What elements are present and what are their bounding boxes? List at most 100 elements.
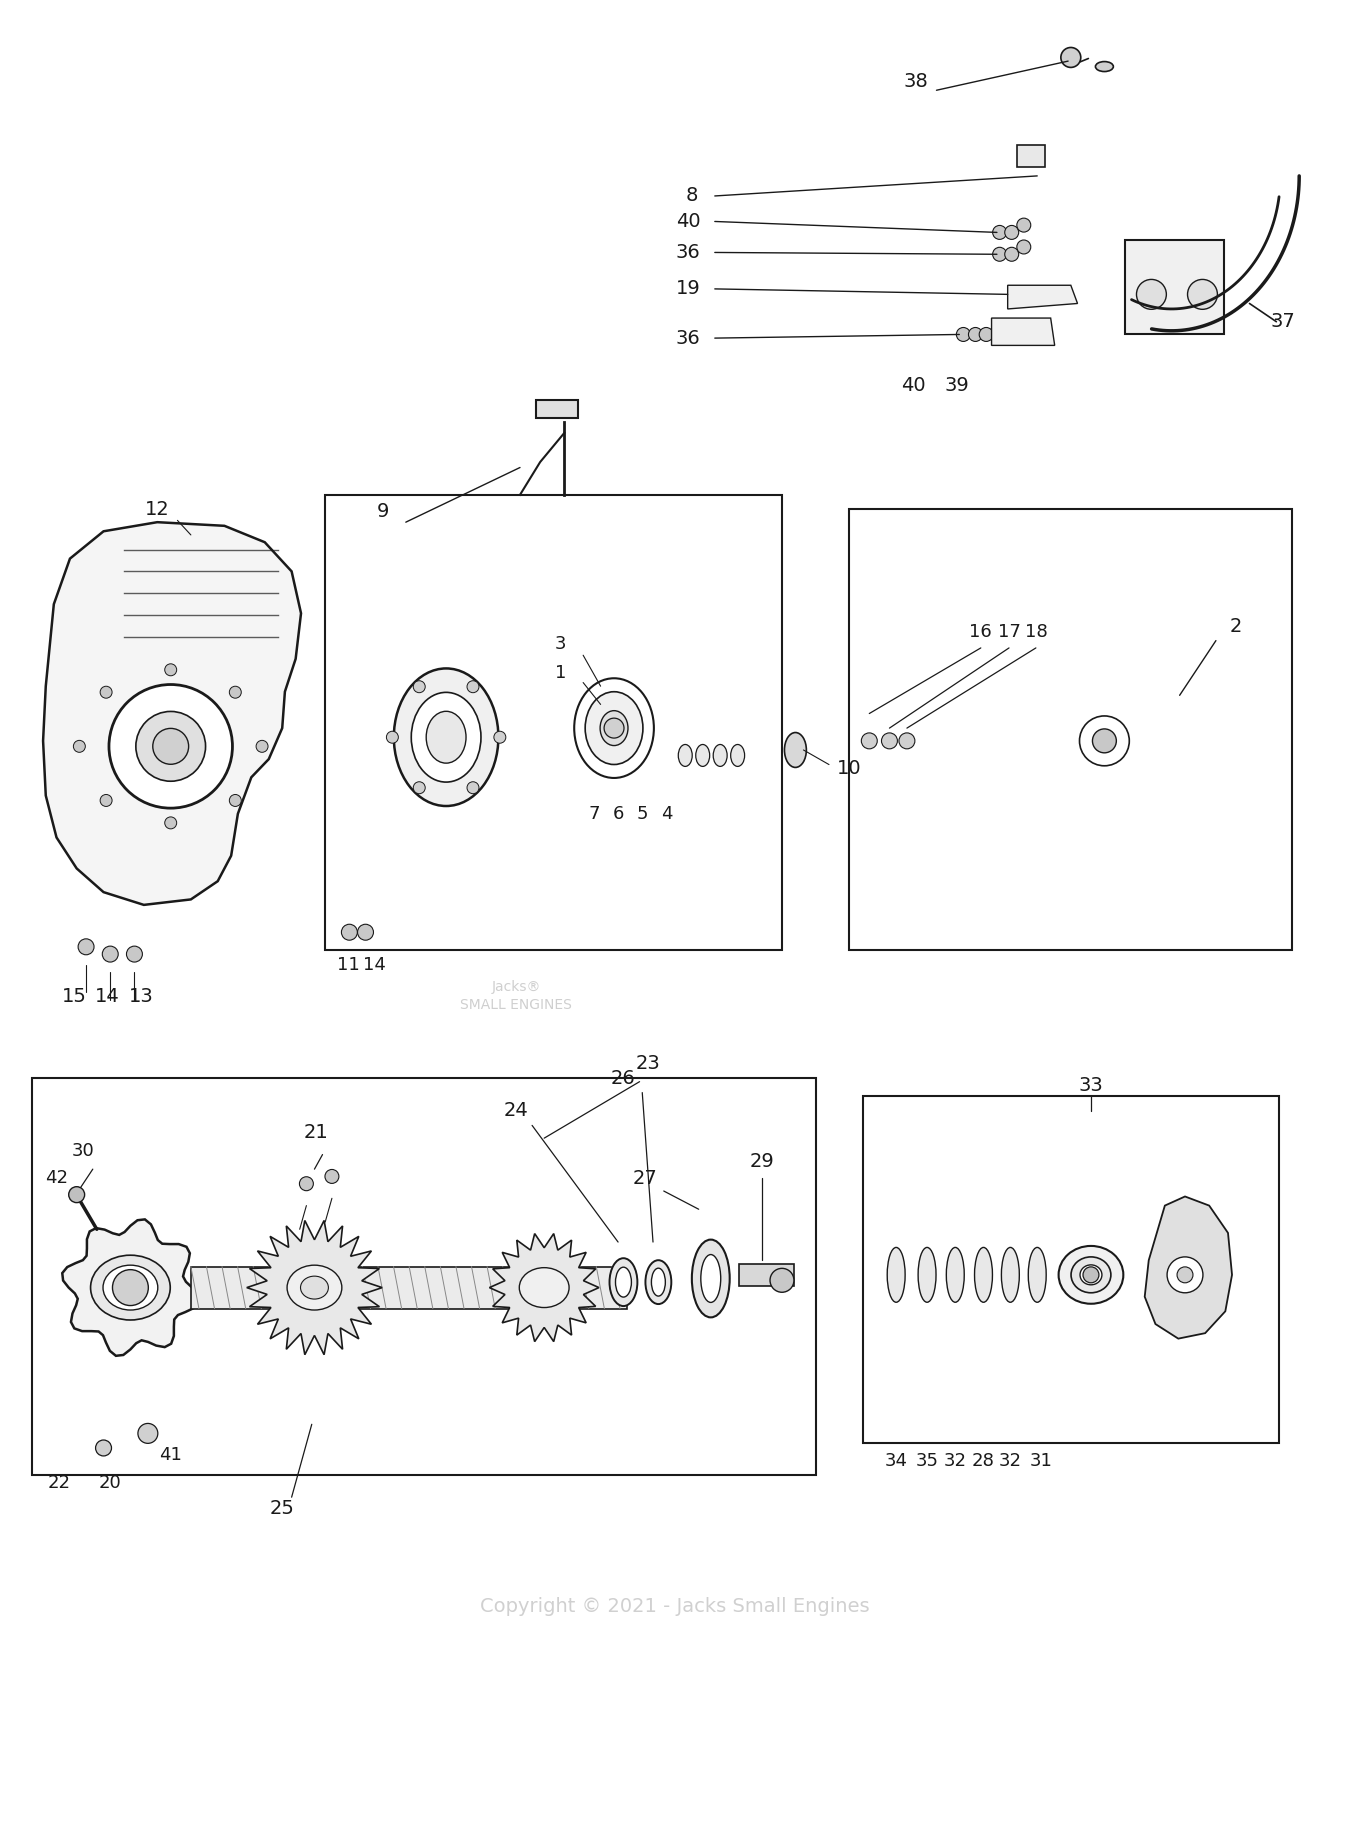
Bar <box>325 495 782 951</box>
Ellipse shape <box>103 1265 158 1311</box>
Ellipse shape <box>394 669 498 806</box>
Circle shape <box>604 718 625 739</box>
Text: 35: 35 <box>916 1451 939 1470</box>
Text: 40: 40 <box>901 377 925 395</box>
Polygon shape <box>1077 762 1132 815</box>
Circle shape <box>993 225 1006 239</box>
Circle shape <box>299 1177 313 1190</box>
Text: 11: 11 <box>337 956 359 974</box>
Text: 2: 2 <box>1230 616 1242 636</box>
Circle shape <box>386 731 398 744</box>
Circle shape <box>969 327 982 342</box>
Text: 22: 22 <box>47 1473 70 1492</box>
Circle shape <box>357 925 374 940</box>
Circle shape <box>341 925 357 940</box>
Ellipse shape <box>1081 1265 1102 1285</box>
Circle shape <box>1005 225 1018 239</box>
Text: 33: 33 <box>1079 1077 1103 1095</box>
Circle shape <box>1017 239 1031 254</box>
Text: 39: 39 <box>944 377 969 395</box>
Circle shape <box>96 1440 112 1455</box>
Ellipse shape <box>652 1269 665 1296</box>
Text: 14: 14 <box>363 956 386 974</box>
Circle shape <box>1079 717 1129 766</box>
Ellipse shape <box>1028 1247 1047 1302</box>
Text: 42: 42 <box>45 1170 67 1186</box>
Polygon shape <box>43 523 301 905</box>
Circle shape <box>467 782 479 793</box>
Circle shape <box>325 1170 339 1183</box>
Polygon shape <box>490 1234 599 1342</box>
Circle shape <box>1005 247 1018 261</box>
Polygon shape <box>1032 669 1089 726</box>
Text: 37: 37 <box>1271 313 1295 331</box>
Text: Jacks®
SMALL ENGINES: Jacks® SMALL ENGINES <box>460 980 572 1011</box>
Polygon shape <box>1008 285 1078 309</box>
Circle shape <box>1083 1267 1099 1283</box>
Ellipse shape <box>600 711 629 746</box>
Polygon shape <box>1077 665 1132 718</box>
Circle shape <box>413 680 425 693</box>
Text: 6: 6 <box>612 804 623 823</box>
Bar <box>190 1267 627 1309</box>
Bar <box>1017 144 1045 166</box>
Circle shape <box>229 795 241 806</box>
Circle shape <box>103 947 119 962</box>
Text: 23: 23 <box>635 1055 660 1073</box>
Circle shape <box>494 731 506 744</box>
Circle shape <box>109 684 232 808</box>
Text: 15: 15 <box>62 987 86 1005</box>
Ellipse shape <box>974 1247 993 1302</box>
Text: 19: 19 <box>676 280 700 298</box>
Bar <box>1125 239 1224 335</box>
Ellipse shape <box>426 711 465 762</box>
Polygon shape <box>247 1221 382 1355</box>
Text: 12: 12 <box>144 499 170 519</box>
Ellipse shape <box>287 1265 341 1311</box>
Ellipse shape <box>645 1259 672 1303</box>
Ellipse shape <box>692 1239 730 1318</box>
Text: 16: 16 <box>970 623 992 640</box>
Text: 28: 28 <box>973 1451 996 1470</box>
Text: 32: 32 <box>998 1451 1021 1470</box>
Polygon shape <box>1145 1197 1232 1338</box>
Circle shape <box>127 947 143 962</box>
Text: 1: 1 <box>554 664 567 682</box>
Ellipse shape <box>946 1247 965 1302</box>
Ellipse shape <box>519 1267 569 1307</box>
Ellipse shape <box>610 1258 637 1305</box>
Text: 8: 8 <box>685 186 699 205</box>
Circle shape <box>979 327 993 342</box>
Circle shape <box>256 740 268 753</box>
Circle shape <box>413 782 425 793</box>
Circle shape <box>861 733 877 749</box>
Text: 27: 27 <box>633 1168 657 1188</box>
Text: 25: 25 <box>270 1499 294 1517</box>
Text: 10: 10 <box>836 759 862 777</box>
Circle shape <box>881 733 897 749</box>
Circle shape <box>138 1424 158 1444</box>
Circle shape <box>112 1270 148 1305</box>
Circle shape <box>69 1186 85 1203</box>
Text: 36: 36 <box>676 243 700 261</box>
Circle shape <box>78 940 94 954</box>
Circle shape <box>165 817 177 828</box>
Ellipse shape <box>731 744 745 766</box>
Text: 13: 13 <box>128 987 154 1005</box>
Ellipse shape <box>575 678 654 779</box>
Ellipse shape <box>714 744 727 766</box>
Ellipse shape <box>301 1276 328 1300</box>
Circle shape <box>73 740 85 753</box>
Text: 36: 36 <box>676 329 700 347</box>
Ellipse shape <box>1071 1258 1110 1292</box>
Polygon shape <box>1120 757 1176 813</box>
Ellipse shape <box>615 1267 631 1298</box>
Bar <box>32 1079 816 1475</box>
Text: 20: 20 <box>98 1473 121 1492</box>
Circle shape <box>1060 48 1081 68</box>
Bar <box>739 1263 793 1285</box>
Text: 24: 24 <box>503 1100 529 1121</box>
Circle shape <box>467 680 479 693</box>
Ellipse shape <box>1095 62 1113 71</box>
Text: 29: 29 <box>750 1152 774 1172</box>
